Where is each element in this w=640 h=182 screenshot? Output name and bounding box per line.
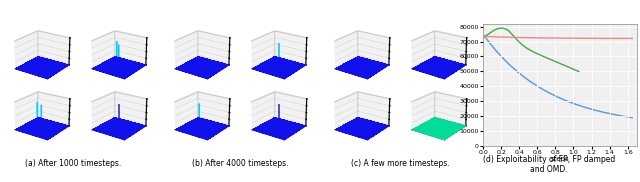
X-axis label: steps: steps <box>550 156 569 162</box>
Text: (d) Exploitability of FP, FP damped
and OMD.: (d) Exploitability of FP, FP damped and … <box>483 155 615 174</box>
Text: (c) A few more timesteps.: (c) A few more timesteps. <box>351 159 449 168</box>
Text: (b) After 4000 timesteps.: (b) After 4000 timesteps. <box>192 159 288 168</box>
Text: 1e3: 1e3 <box>638 151 640 155</box>
Text: (a) After 1000 timesteps.: (a) After 1000 timesteps. <box>26 159 122 168</box>
